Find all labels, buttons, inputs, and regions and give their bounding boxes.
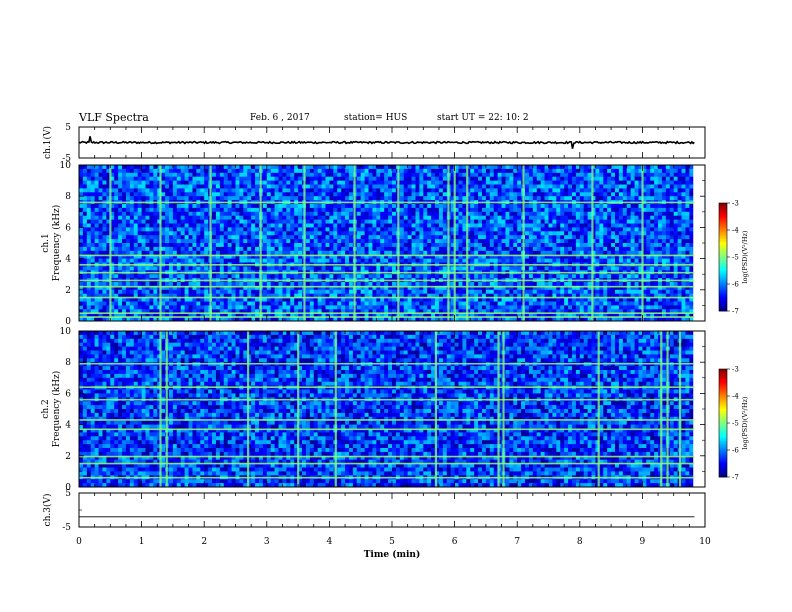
ch1-spectrogram-colorbar-tick-label: -5 [732, 254, 739, 262]
ch2-spectrogram-burst [678, 331, 682, 487]
ch1-spectrogram-ytick-label: 0 [65, 317, 71, 327]
ch1-spectrogram-burst [453, 165, 456, 321]
ch3-waveform-ytick-label: 5 [65, 489, 71, 499]
ch1-spectrogram-burst [397, 165, 400, 321]
ch1-spectrogram-burst [259, 165, 262, 321]
ch2-spectrogram-colorbar-tick-label: -3 [732, 366, 739, 374]
x-tick-label: 6 [452, 537, 458, 547]
ch2-spectrogram-burst [660, 331, 663, 487]
ch2-spectrogram-burst [666, 331, 669, 487]
ch2-spectrogram-ylabel-channel: ch.2 [41, 399, 51, 418]
ch2-spectrogram-ytick-label: 2 [65, 452, 71, 462]
x-tick-label: 2 [201, 537, 207, 547]
ch2-spectrogram-ytick-label: 4 [65, 421, 71, 431]
x-tick-label: 9 [640, 537, 646, 547]
ch1-spectrogram-burst [353, 165, 356, 321]
ch2-spectrogram-colorbar-tick-label: -4 [732, 393, 739, 401]
x-tick-label: 3 [264, 537, 270, 547]
ch2-spectrogram-ytick-label: 6 [65, 389, 71, 399]
station-label: station= HUS [344, 113, 408, 123]
x-tick-label: 0 [76, 537, 82, 547]
ch1-spectrogram-ylabel-frequency: Frequency (kHz) [51, 205, 62, 282]
ch1-spectrogram-colorbar-tick-label: -6 [732, 281, 739, 289]
ch1-spectrogram-ytick-label: 4 [65, 255, 71, 265]
ch1-spectrogram-burst [109, 165, 112, 321]
ch1-waveform-ylabel: ch.1(V) [42, 126, 53, 159]
ch1-spectrogram-ytick-label: 8 [65, 192, 71, 202]
ch2-spectrogram-burst [497, 331, 500, 487]
ch1-waveform-trace [78, 136, 695, 149]
ch1-spectrogram-ytick-label: 10 [60, 161, 72, 171]
x-tick-label: 8 [577, 537, 583, 547]
ch1-spectrogram-burst [447, 165, 450, 321]
ch2-spectrogram-colorbar [718, 368, 728, 478]
ch2-spectrogram-burst [434, 331, 438, 487]
ch1-spectrogram-burst [303, 165, 306, 321]
ch2-spectrogram-burst [502, 331, 505, 487]
ch1-spectrogram-colorbar [718, 202, 728, 312]
figure-title: VLF Spectra [79, 111, 149, 124]
x-tick-label: 10 [699, 537, 711, 547]
ch2-spectrogram-burst [334, 331, 337, 487]
ch1-spectrogram-ytick-label: 2 [65, 286, 71, 296]
ch1-spectrogram-burst [466, 165, 469, 321]
x-tick-label: 1 [139, 537, 145, 547]
start-time-label: start UT = 22: 10: 2 [437, 113, 529, 123]
ch2-spectrogram-ylabel-frequency: Frequency (kHz) [51, 371, 62, 448]
x-tick-label: 7 [514, 537, 520, 547]
ch1-spectrogram-ytick-label: 6 [65, 223, 71, 233]
ch1-waveform-ytick-label: -5 [62, 154, 71, 164]
ch2-spectrogram-burst [597, 331, 600, 487]
ch2-spectrogram-colorbar-tick-label: -7 [732, 474, 739, 482]
ch1-waveform-ytick-label: 5 [65, 123, 71, 133]
ch1-spectrogram-colorbar-tick-label: -7 [732, 308, 739, 316]
ch1-spectrogram-burst [591, 165, 594, 321]
ch1-spectrogram-burst [209, 165, 212, 321]
ch1-spectrogram-burst [159, 165, 162, 321]
ch2-spectrogram-burst [297, 331, 300, 487]
date-label: Feb. 6 , 2017 [250, 113, 310, 123]
ch2-spectrogram-ytick-label: 8 [65, 358, 71, 368]
x-tick-label: 5 [389, 537, 395, 547]
ch1-spectrogram-ylabel-channel: ch.1 [41, 233, 51, 252]
ch2-spectrogram-ytick-label: 10 [60, 327, 72, 337]
ch1-spectrogram-burst [522, 165, 525, 321]
ch2-spectrogram-colorbar-tick-label: -5 [732, 420, 739, 428]
ch2-spectrogram-burst [159, 331, 162, 487]
ch2-spectrogram-colorbar-tick-label: -6 [732, 447, 739, 455]
ch1-spectrogram-colorbar-tick-label: -3 [732, 200, 739, 208]
x-axis-label: Time (min) [364, 549, 421, 560]
ch1-spectrogram-colorbar-tick-label: -4 [732, 227, 739, 235]
ch3-waveform-ytick-label: -5 [62, 523, 71, 533]
ch2-spectrogram-ytick-label: 0 [65, 483, 71, 493]
ch1-spectrogram-burst [641, 165, 644, 321]
ch3-waveform-ylabel: ch.3(V) [42, 494, 53, 527]
ch2-spectrogram-burst [247, 331, 250, 487]
ch2-spectrogram-colorbar-label: log(PSD)(V²/Hz) [741, 396, 749, 449]
ch1-spectrogram-colorbar-label: log(PSD)(V²/Hz) [741, 230, 749, 283]
ch2-spectrogram-burst [165, 331, 168, 487]
x-tick-label: 4 [327, 537, 333, 547]
